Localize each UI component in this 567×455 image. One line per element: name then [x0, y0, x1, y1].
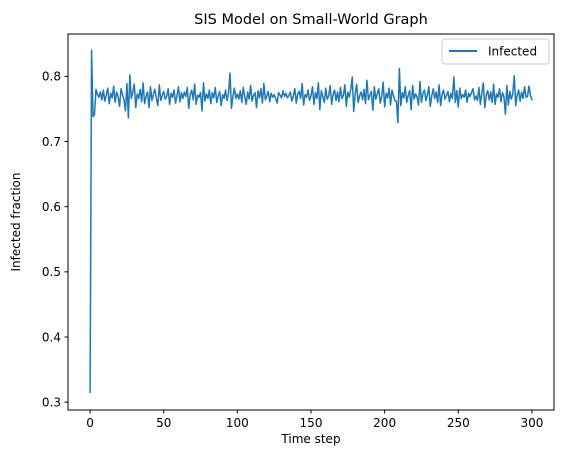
- legend-label: Infected: [488, 45, 537, 59]
- y-tick-label: 0.8: [42, 70, 61, 84]
- plot-frame: [67, 33, 555, 411]
- x-tick-label: 300: [520, 416, 543, 430]
- y-axis-label: Infected fraction: [9, 173, 23, 272]
- series-layer: [89, 49, 533, 394]
- chart-title: SIS Model on Small-World Graph: [194, 12, 428, 28]
- legend-box: [441, 38, 550, 65]
- x-tick-label: 50: [156, 416, 171, 430]
- y-tick-label: 0.4: [42, 330, 61, 344]
- legend: Infected: [441, 38, 550, 65]
- series-line-infected: [89, 49, 533, 394]
- x-tick-label: 100: [226, 416, 249, 430]
- x-tick-label: 200: [373, 416, 396, 430]
- y-tick-label: 0.7: [42, 135, 61, 149]
- x-axis: 0 50 100 150 200 250 300: [86, 410, 543, 430]
- x-tick-label: 250: [447, 416, 470, 430]
- y-tick-label: 0.3: [42, 395, 61, 409]
- x-axis-label: Time step: [280, 432, 340, 446]
- y-tick-label: 0.6: [42, 200, 61, 214]
- y-tick-label: 0.5: [42, 265, 61, 279]
- x-tick-label: 150: [300, 416, 323, 430]
- x-tick-label: 0: [86, 416, 94, 430]
- y-axis: 0.3 0.4 0.5 0.6 0.7 0.8: [42, 70, 68, 409]
